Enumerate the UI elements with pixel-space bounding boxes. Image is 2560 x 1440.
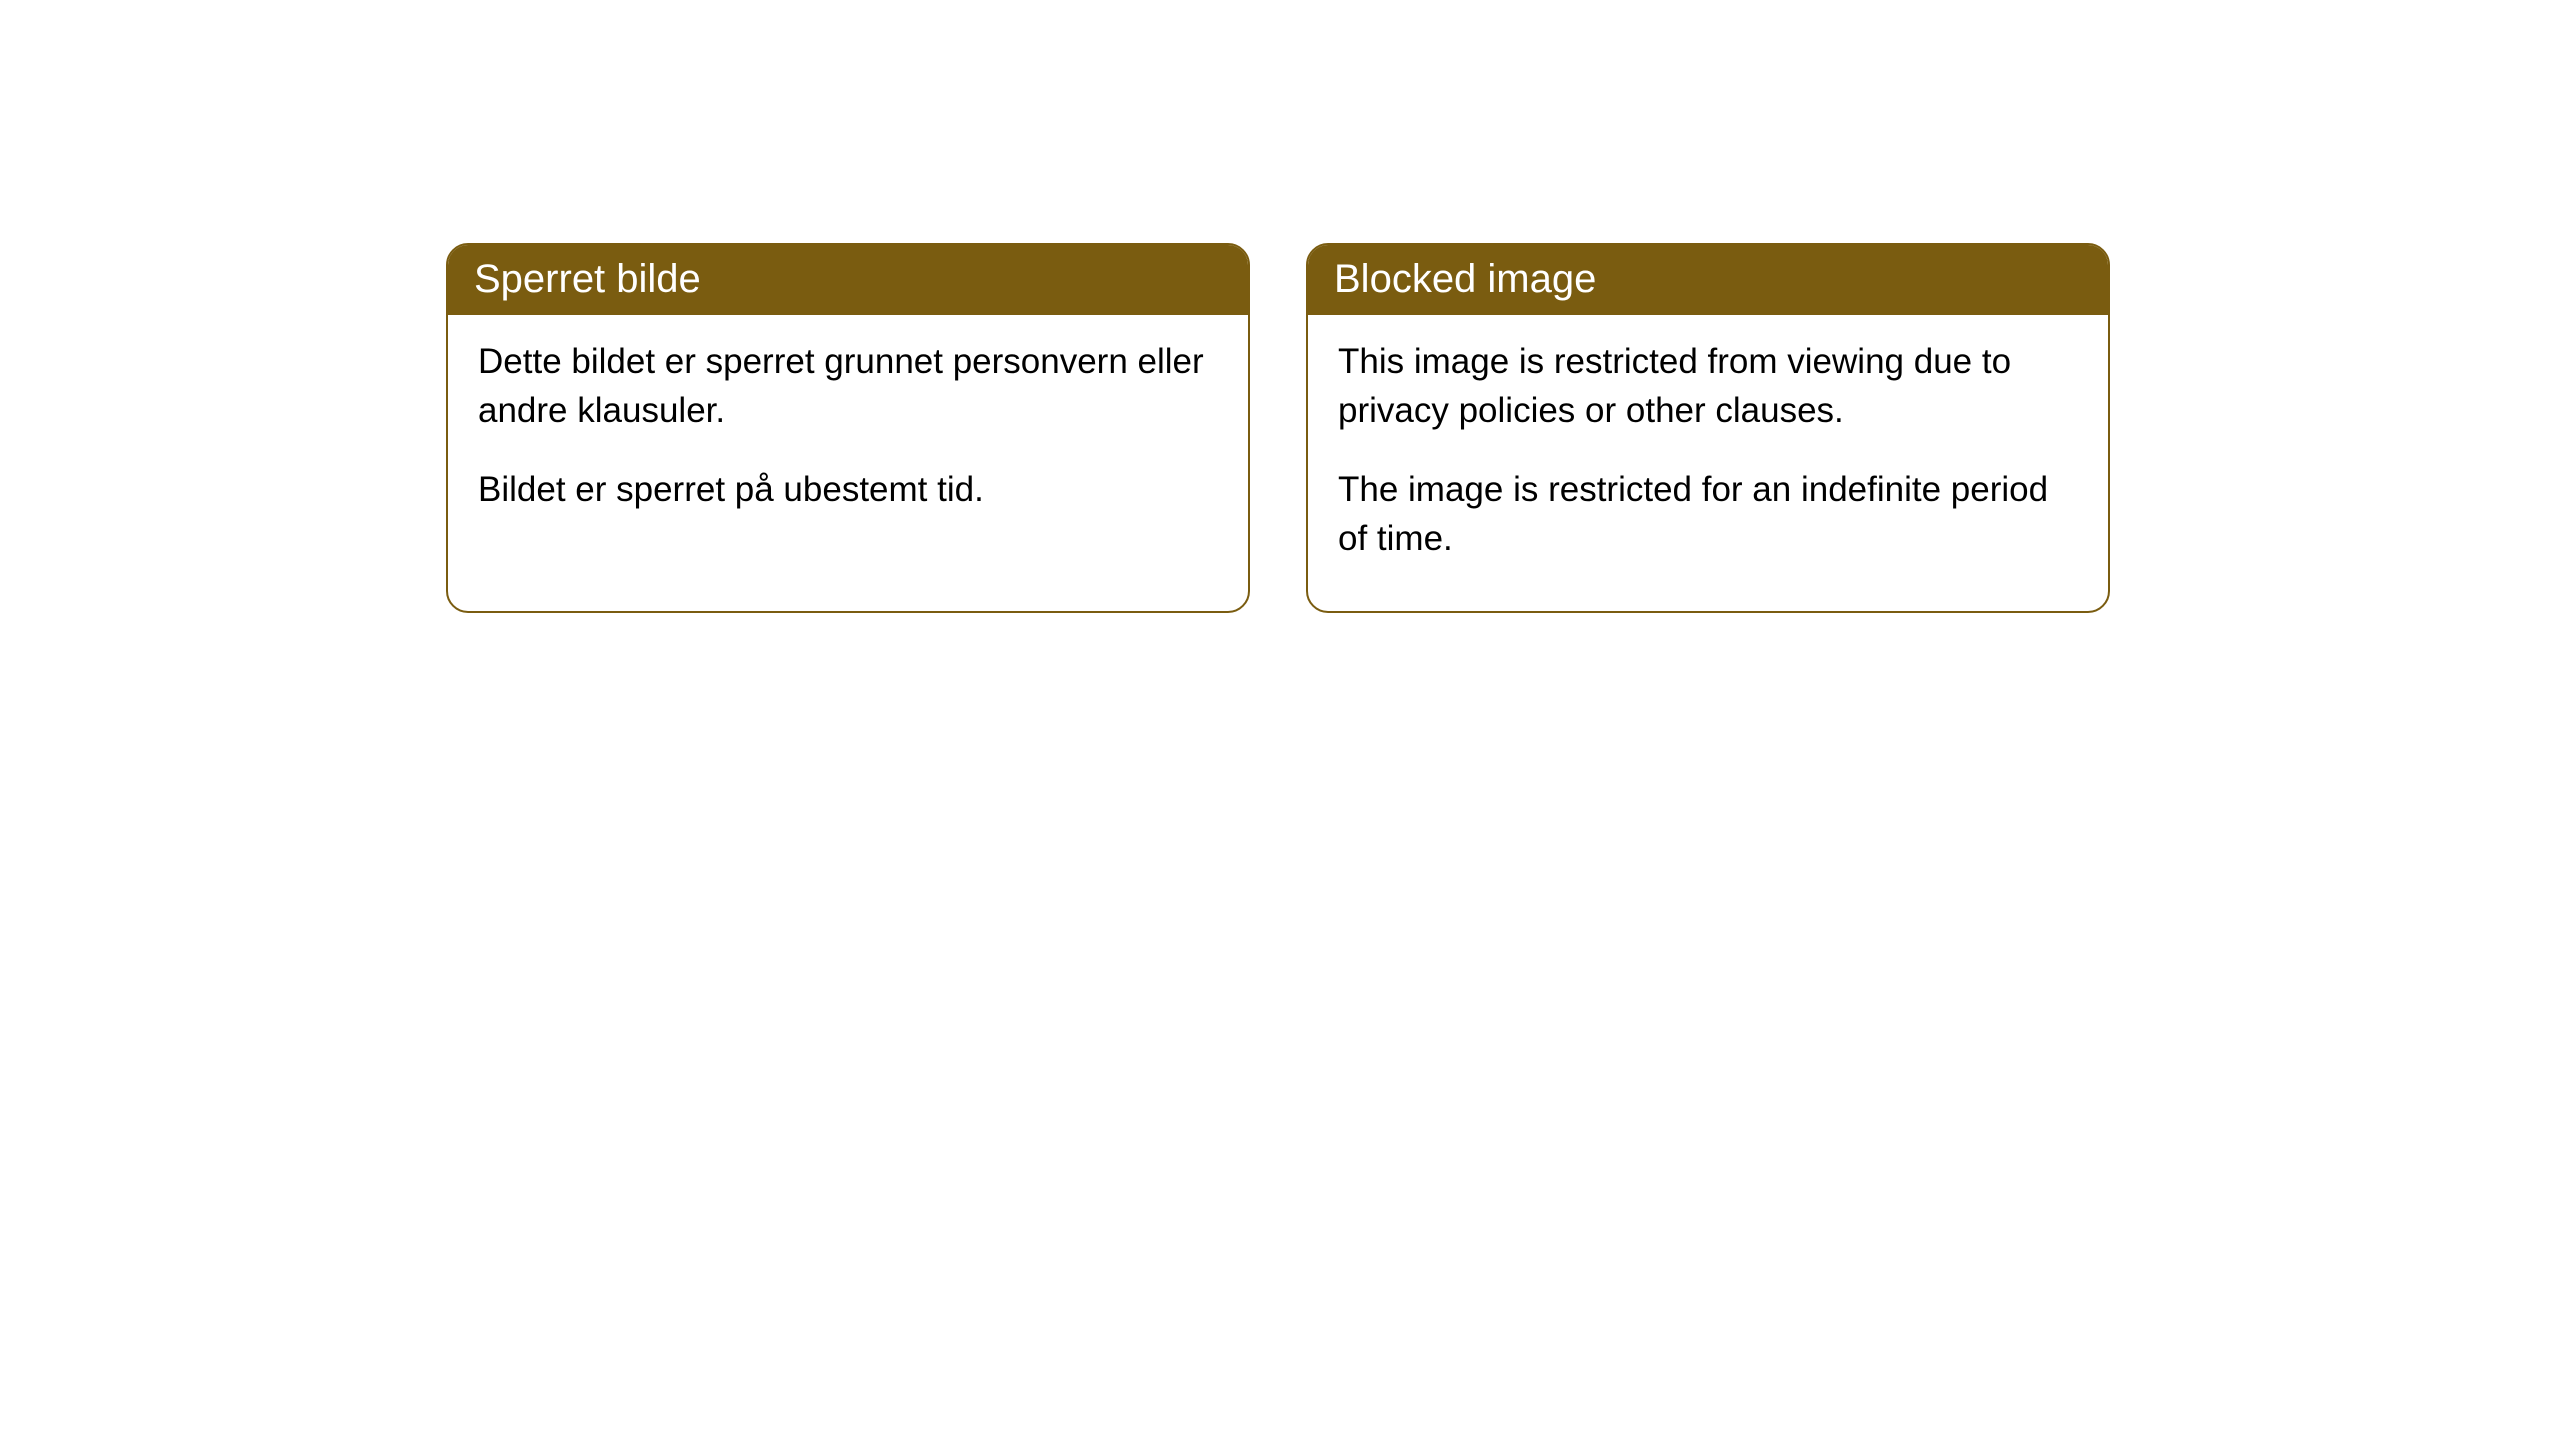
card-paragraph-no-2: Bildet er sperret på ubestemt tid. — [478, 465, 1218, 514]
notice-cards-container: Sperret bilde Dette bildet er sperret gr… — [446, 243, 2110, 613]
card-title-en: Blocked image — [1308, 245, 2108, 315]
blocked-image-card-no: Sperret bilde Dette bildet er sperret gr… — [446, 243, 1250, 613]
blocked-image-card-en: Blocked image This image is restricted f… — [1306, 243, 2110, 613]
card-paragraph-no-1: Dette bildet er sperret grunnet personve… — [478, 337, 1218, 435]
card-title-no: Sperret bilde — [448, 245, 1248, 315]
card-body-en: This image is restricted from viewing du… — [1308, 315, 2108, 611]
card-paragraph-en-1: This image is restricted from viewing du… — [1338, 337, 2078, 435]
card-paragraph-en-2: The image is restricted for an indefinit… — [1338, 465, 2078, 563]
card-body-no: Dette bildet er sperret grunnet personve… — [448, 315, 1248, 562]
